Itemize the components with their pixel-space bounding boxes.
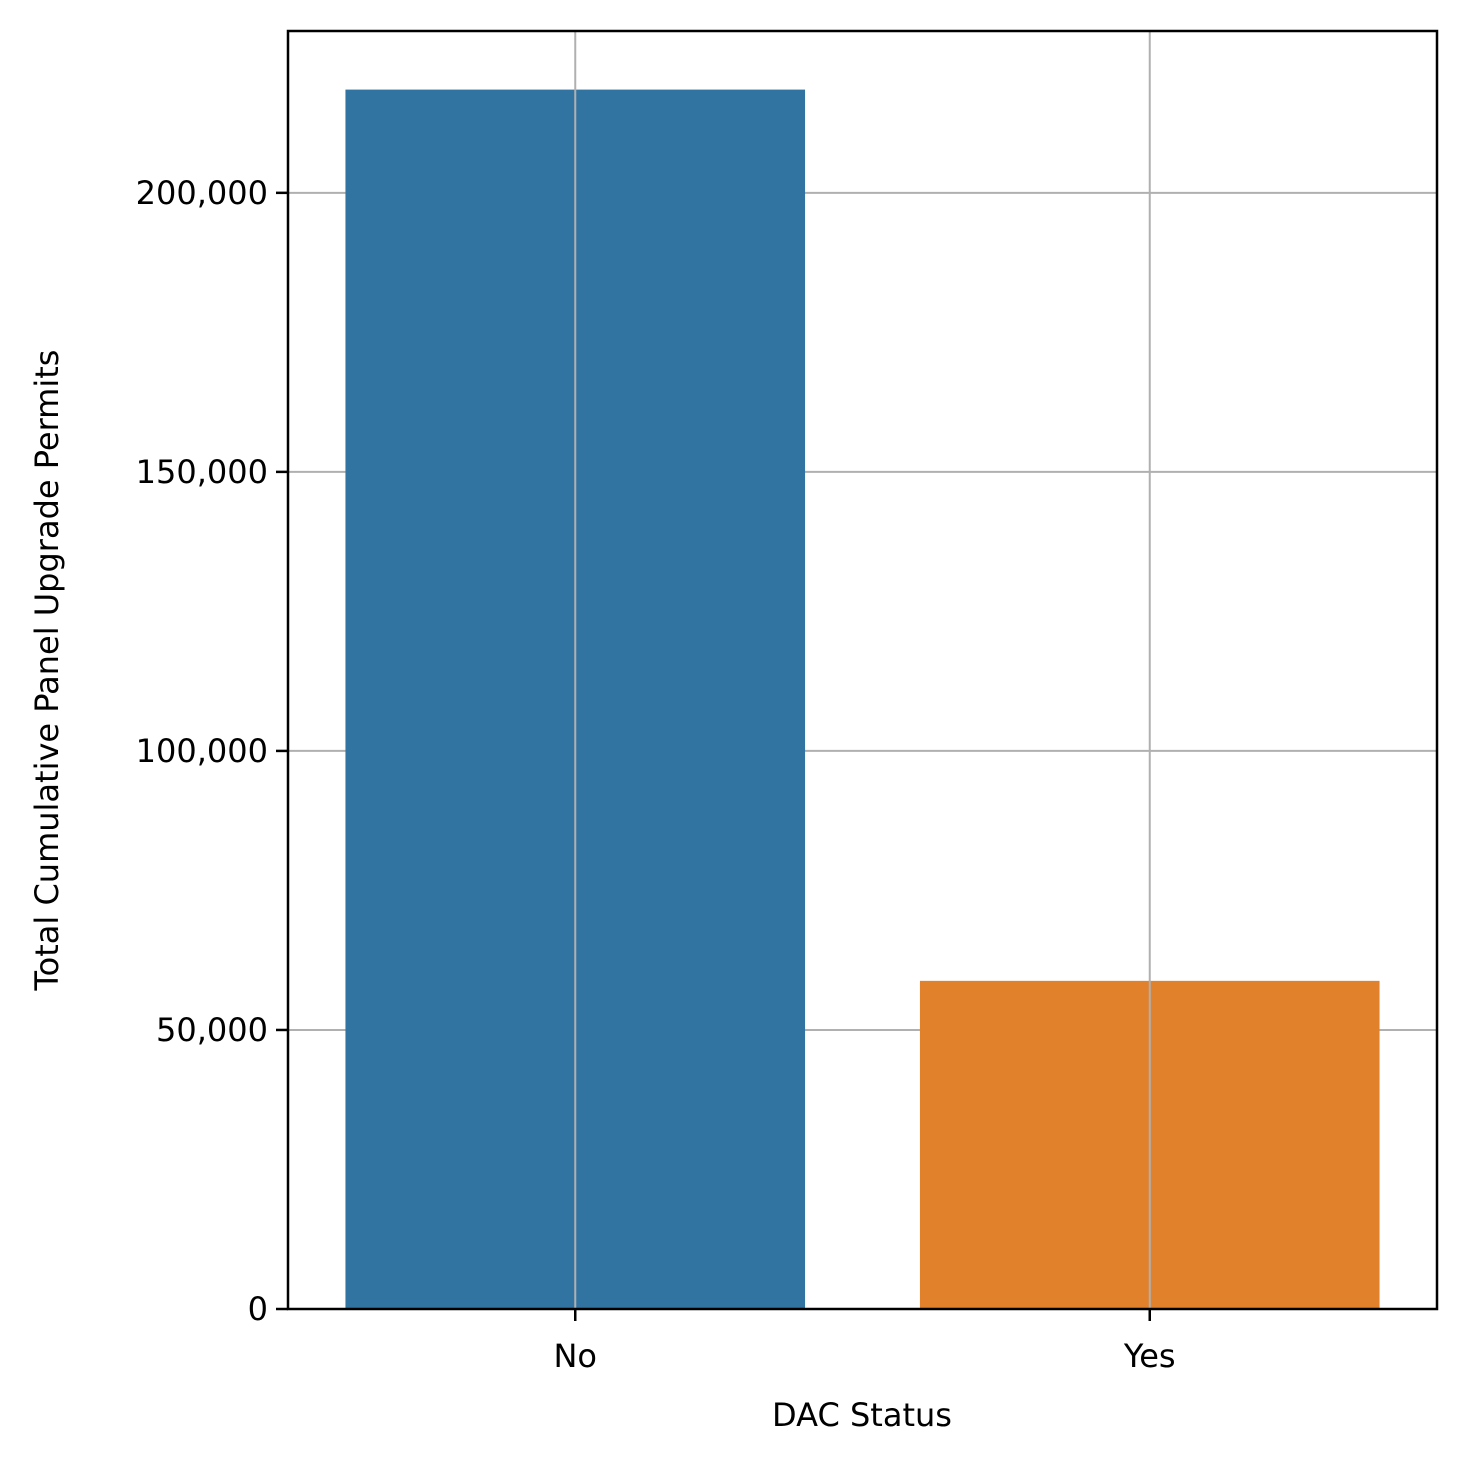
- x-tick-label: Yes: [1123, 1337, 1176, 1375]
- vertical-gridlines: [574, 31, 1151, 1309]
- y-axis-label: Total Cumulative Panel Upgrade Permits: [28, 350, 66, 992]
- x-axis-label: DAC Status: [772, 1396, 952, 1434]
- plot-frame: [286, 29, 1439, 1311]
- x-axis-ticks: No Yes: [553, 1309, 1176, 1375]
- y-axis-ticks: 0 50,000 100,000 150,000 200,000: [136, 174, 288, 1328]
- y-tick-label: 100,000: [136, 732, 268, 770]
- y-tick-label: 50,000: [156, 1011, 268, 1049]
- y-tick-label: 150,000: [136, 453, 268, 491]
- y-tick-label: 0: [248, 1290, 268, 1328]
- y-tick-label: 200,000: [136, 174, 268, 212]
- x-tick-label: No: [553, 1337, 597, 1375]
